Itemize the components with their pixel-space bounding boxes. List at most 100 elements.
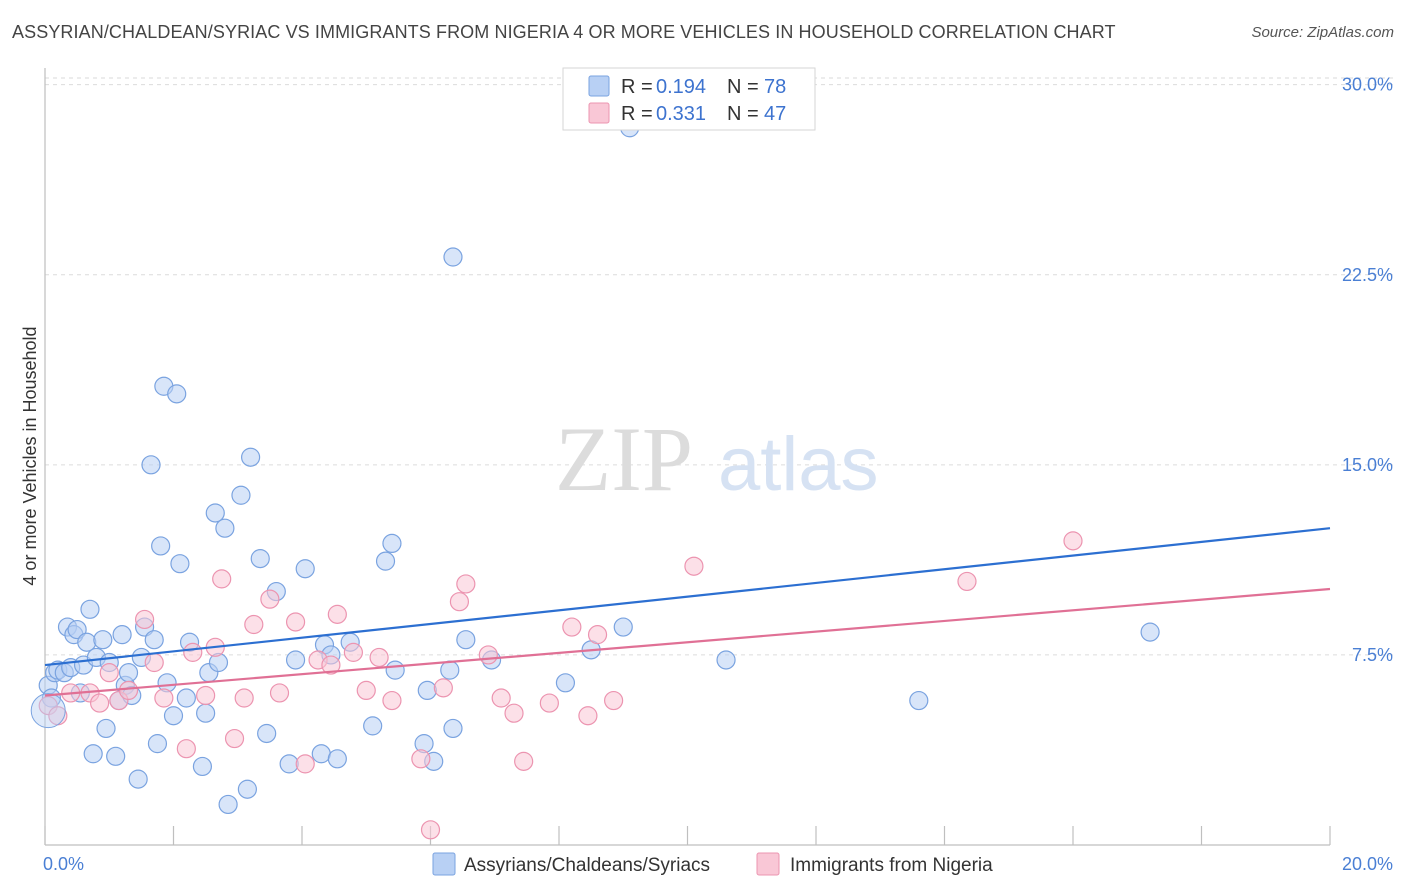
series-swatch-nigeria bbox=[756, 852, 780, 876]
point-nigeria bbox=[514, 751, 534, 771]
y-tick-label: 30.0% bbox=[1342, 75, 1393, 95]
legend-r-value-2: 0.331 bbox=[656, 103, 706, 125]
point-nigeria bbox=[449, 592, 470, 612]
point-assyrians bbox=[118, 663, 139, 683]
legend-r-label-1: R = bbox=[621, 76, 653, 98]
point-assyrians bbox=[375, 551, 396, 571]
point-assyrians bbox=[205, 503, 225, 523]
watermark-zip: ZIP bbox=[555, 408, 693, 510]
point-nigeria bbox=[234, 688, 254, 708]
point-assyrians bbox=[196, 703, 216, 723]
point-nigeria bbox=[212, 569, 232, 589]
chart-title: ASSYRIAN/CHALDEAN/SYRIAC VS IMMIGRANTS F… bbox=[12, 22, 1116, 42]
legend-r-value-1: 0.194 bbox=[656, 76, 706, 98]
correlation-legend: R = 0.194 N = 78 R = 0.331 N = 47 bbox=[562, 67, 816, 131]
point-nigeria bbox=[134, 609, 155, 630]
point-nigeria bbox=[1063, 531, 1083, 551]
point-nigeria bbox=[183, 642, 203, 662]
x-tick-label: 0.0% bbox=[43, 854, 84, 874]
point-assyrians bbox=[241, 447, 261, 467]
point-nigeria bbox=[176, 739, 196, 759]
series-swatch-assyrians bbox=[432, 852, 456, 876]
point-assyrians bbox=[141, 455, 161, 475]
point-nigeria bbox=[369, 647, 389, 668]
point-nigeria bbox=[295, 754, 315, 774]
point-assyrians bbox=[237, 779, 257, 799]
point-assyrians bbox=[167, 384, 187, 404]
watermark-atlas: atlas bbox=[718, 422, 879, 507]
point-assyrians bbox=[613, 617, 633, 637]
point-assyrians bbox=[440, 660, 460, 680]
point-nigeria bbox=[285, 612, 306, 632]
series-label-assyrians: Assyrians/Chaldeans/Syriacs bbox=[464, 855, 710, 876]
point-assyrians bbox=[93, 630, 113, 650]
y-tick-label: 22.5% bbox=[1342, 265, 1393, 285]
point-nigeria bbox=[491, 688, 511, 708]
point-assyrians bbox=[128, 769, 148, 789]
point-nigeria bbox=[90, 693, 110, 713]
point-assyrians bbox=[151, 536, 171, 556]
point-nigeria bbox=[684, 556, 704, 576]
point-nigeria bbox=[154, 688, 174, 708]
legend-swatch-pink bbox=[588, 102, 610, 124]
point-assyrians bbox=[144, 630, 164, 650]
point-nigeria bbox=[356, 680, 376, 701]
x-tick-label: 20.0% bbox=[1342, 854, 1393, 874]
point-nigeria bbox=[244, 614, 264, 635]
point-nigeria bbox=[562, 617, 582, 637]
point-assyrians bbox=[96, 718, 116, 739]
legend-swatch-blue bbox=[588, 75, 610, 97]
point-assyrians bbox=[250, 549, 270, 569]
point-assyrians bbox=[327, 749, 347, 769]
point-assyrians bbox=[443, 247, 463, 267]
point-assyrians bbox=[163, 706, 184, 726]
point-nigeria bbox=[604, 690, 624, 711]
point-assyrians bbox=[112, 625, 132, 645]
point-assyrians bbox=[218, 794, 238, 815]
point-nigeria bbox=[327, 604, 347, 624]
point-assyrians bbox=[1140, 622, 1160, 642]
point-assyrians bbox=[295, 559, 315, 579]
point-nigeria bbox=[99, 663, 119, 683]
point-nigeria bbox=[224, 728, 245, 749]
point-assyrians bbox=[385, 660, 405, 680]
point-nigeria bbox=[269, 683, 290, 703]
point-assyrians bbox=[170, 554, 190, 574]
point-nigeria bbox=[196, 685, 216, 706]
point-nigeria bbox=[420, 820, 441, 840]
point-assyrians bbox=[443, 718, 463, 739]
source-label: Source: ZipAtlas.com bbox=[1251, 24, 1394, 41]
watermark: ZIP atlas bbox=[555, 408, 879, 510]
point-assyrians bbox=[80, 599, 100, 619]
point-assyrians bbox=[417, 680, 437, 701]
point-nigeria bbox=[578, 706, 598, 726]
y-axis-title: 4 or more Vehicles in Household bbox=[20, 326, 40, 585]
point-nigeria bbox=[411, 749, 431, 769]
point-nigeria bbox=[456, 574, 476, 594]
point-assyrians bbox=[231, 485, 251, 505]
point-assyrians bbox=[382, 533, 402, 554]
legend-n-label-1: N = bbox=[727, 76, 759, 98]
series-label-nigeria: Immigrants from Nigeria bbox=[790, 855, 993, 876]
point-nigeria bbox=[957, 571, 977, 592]
point-assyrians bbox=[147, 734, 168, 754]
point-assyrians bbox=[909, 690, 929, 711]
tick-labels: 7.5% 15.0% 22.5% 30.0% 0.0% 20.0% bbox=[43, 75, 1393, 874]
point-assyrians bbox=[311, 744, 331, 764]
point-nigeria bbox=[433, 678, 453, 698]
point-assyrians bbox=[456, 630, 476, 650]
point-assyrians bbox=[83, 744, 103, 764]
y-tick-label: 7.5% bbox=[1352, 645, 1393, 665]
point-assyrians bbox=[363, 716, 383, 736]
point-nigeria bbox=[260, 589, 280, 609]
legend-r-label-2: R = bbox=[621, 103, 653, 125]
point-nigeria bbox=[504, 703, 524, 723]
trend-line-assyrians bbox=[44, 527, 1331, 667]
point-assyrians bbox=[555, 673, 576, 693]
point-assyrians bbox=[285, 650, 306, 670]
point-assyrians bbox=[67, 619, 87, 640]
point-cluster-assyrians bbox=[30, 693, 66, 729]
trend-line-nigeria bbox=[44, 587, 1331, 697]
point-assyrians bbox=[106, 746, 126, 766]
